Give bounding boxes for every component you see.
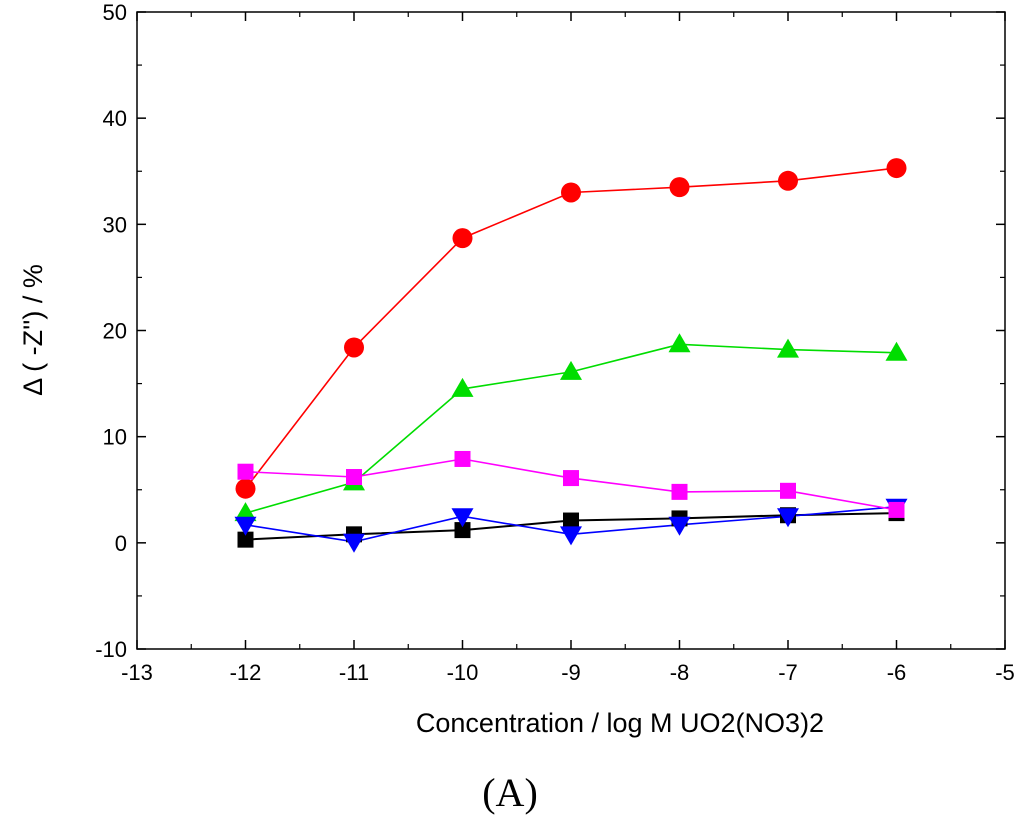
data-point bbox=[560, 526, 582, 546]
data-point bbox=[452, 228, 473, 249]
data-point bbox=[454, 450, 471, 467]
data-point bbox=[344, 337, 364, 358]
data-point bbox=[561, 182, 581, 203]
x-tick-label: -11 bbox=[339, 660, 369, 685]
data-point bbox=[563, 470, 579, 487]
x-tick-label: -6 bbox=[887, 660, 907, 685]
data-point bbox=[671, 483, 688, 500]
y-tick-label: 10 bbox=[103, 425, 127, 450]
x-tick-label: -12 bbox=[230, 660, 262, 685]
data-point bbox=[451, 377, 474, 397]
data-point bbox=[780, 482, 796, 499]
y-tick-label: 30 bbox=[103, 212, 127, 237]
x-tick-label: -5 bbox=[995, 660, 1015, 685]
plot-frame bbox=[136, 11, 1006, 650]
y-tick-label: 50 bbox=[103, 0, 127, 25]
x-tick-label: -8 bbox=[670, 660, 690, 685]
tick-labels: -13 -12 -11 -10 -9 -8 -7 -6 -5 -10 0 10 20 30 40 50 bbox=[95, 0, 1015, 685]
x-tick-label: -13 bbox=[121, 660, 153, 685]
series-line bbox=[244, 167, 897, 490]
data-point bbox=[346, 469, 362, 486]
x-tick-label: -10 bbox=[447, 660, 479, 685]
data-point bbox=[237, 531, 254, 548]
y-tick-label: 20 bbox=[103, 319, 127, 344]
y-axis-title: Δ ( -Z'') / % bbox=[18, 264, 48, 396]
y-tick-label: -10 bbox=[95, 637, 127, 662]
axis-ticks bbox=[136, 11, 1006, 650]
x-tick-label: -9 bbox=[561, 660, 581, 685]
data-point bbox=[234, 516, 257, 536]
data-point bbox=[888, 501, 905, 518]
data-point bbox=[668, 333, 691, 353]
data-point bbox=[563, 512, 579, 529]
panel-label: (A) bbox=[482, 770, 538, 815]
data-point bbox=[235, 478, 256, 499]
data-point bbox=[885, 341, 908, 361]
data-point bbox=[237, 463, 254, 480]
data-point bbox=[669, 177, 690, 198]
data-point bbox=[451, 508, 474, 528]
data-point bbox=[454, 522, 471, 539]
data-point bbox=[778, 170, 798, 191]
data-point bbox=[668, 516, 691, 536]
series-markers bbox=[234, 158, 908, 553]
data-point bbox=[777, 508, 799, 528]
y-tick-label: 0 bbox=[115, 531, 127, 556]
x-axis-title: Concentration / log M UO2(NO3)2 bbox=[416, 708, 824, 738]
y-tick-label: 40 bbox=[103, 106, 127, 131]
data-point bbox=[343, 533, 365, 553]
data-point bbox=[777, 338, 799, 358]
data-point bbox=[234, 502, 257, 522]
data-point bbox=[886, 158, 907, 179]
x-tick-label: -7 bbox=[778, 660, 798, 685]
data-point bbox=[560, 360, 582, 380]
